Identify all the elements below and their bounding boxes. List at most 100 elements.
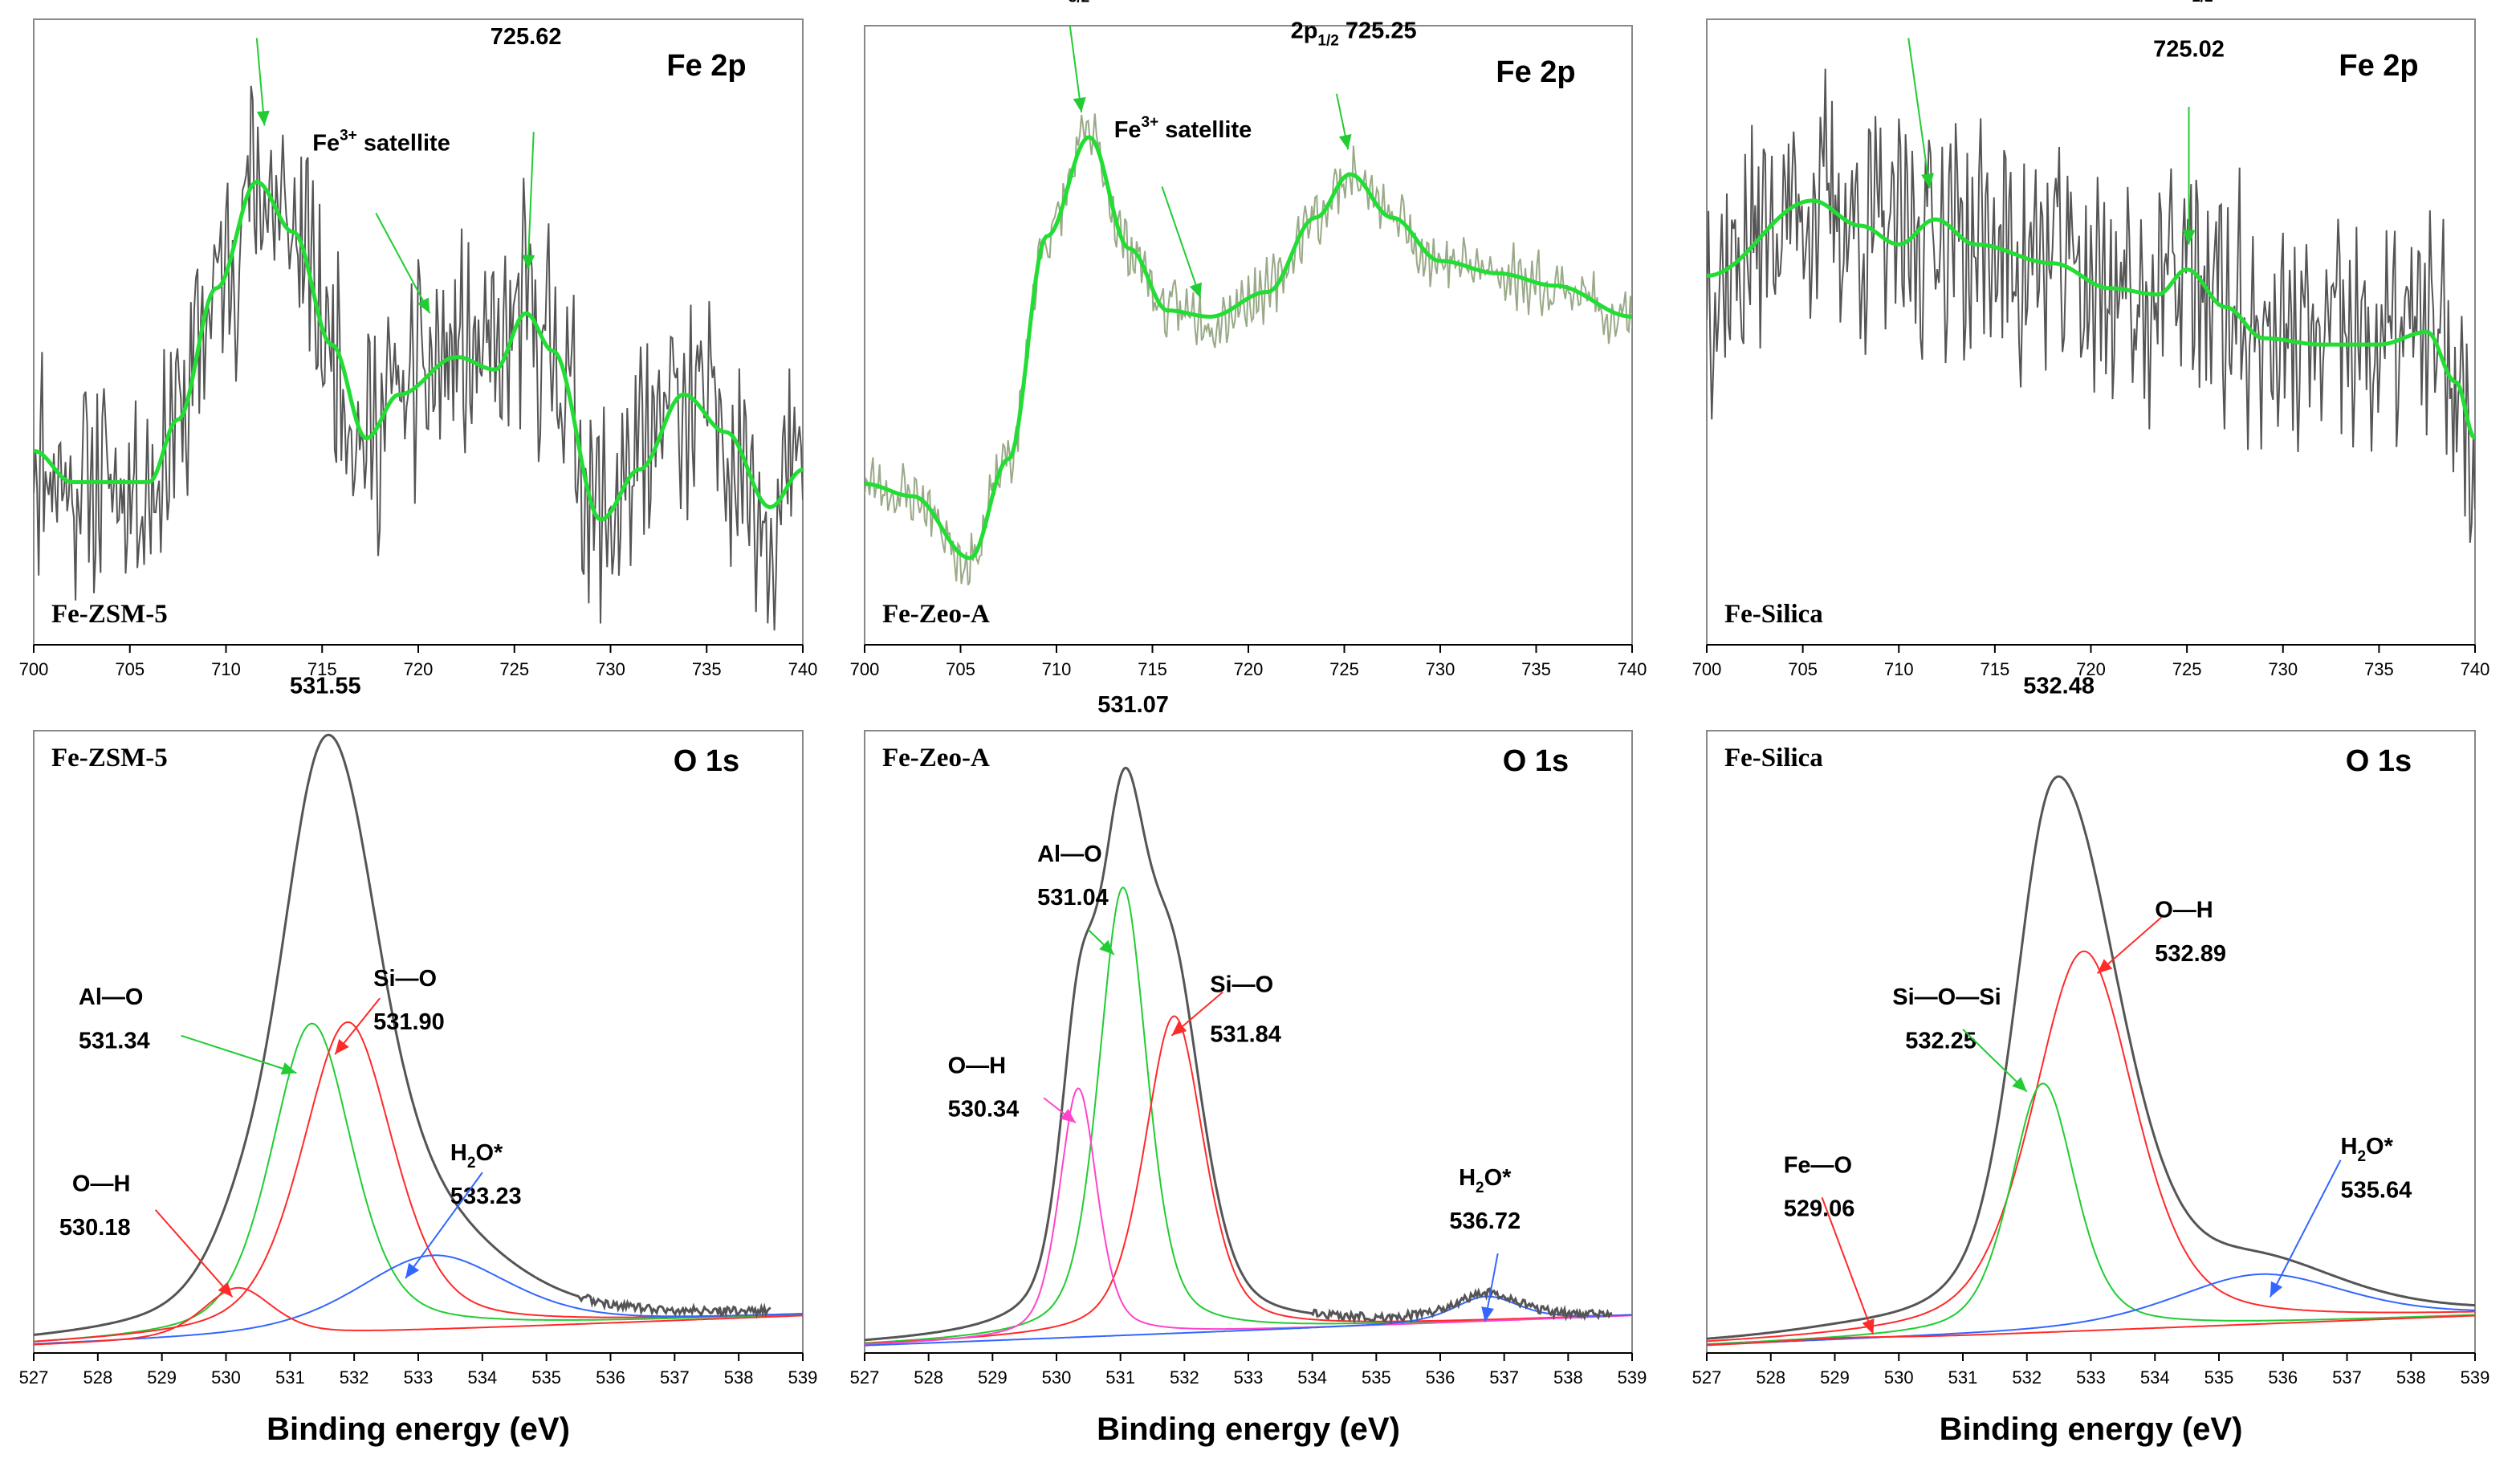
- annotation-arrow-head: [2270, 1281, 2283, 1298]
- annotation-text-part: Fe: [1114, 117, 1142, 143]
- peak-annotation: 531.07: [1097, 692, 1169, 718]
- plot-frame: [33, 18, 804, 646]
- smoothed-fit-line: [1707, 198, 2475, 440]
- raw-spectrum-line: [1707, 68, 2475, 543]
- annotation-arrow-head: [1189, 282, 1202, 299]
- peak-annotation: 531.04: [1037, 885, 1109, 911]
- chart-panel: 527 528 529 530 531 532 533 534 535 536 537 538 539 F…: [850, 692, 1647, 1447]
- component-peak-line: [34, 1254, 803, 1345]
- x-tick-label: 536: [1426, 1367, 1455, 1388]
- x-tick-label: 705: [115, 659, 145, 679]
- annotation-text-part: H: [450, 1140, 467, 1166]
- component-peak-line: [865, 1087, 1632, 1346]
- annotation-text-part: 535.64: [2341, 1177, 2412, 1203]
- annotation-arrow-head: [1060, 1108, 1076, 1123]
- annotation-text-part: 530.18: [59, 1215, 131, 1241]
- x-tick-label: 532: [340, 1367, 369, 1388]
- x-tick-label: 536: [2268, 1367, 2298, 1388]
- sample-label: Fe-Zeo-A: [882, 744, 990, 772]
- x-tick-label: 720: [1234, 659, 1264, 679]
- annotation-text-part: 536.72: [1449, 1208, 1521, 1234]
- x-tick-label: 539: [788, 1367, 818, 1388]
- x-tick-label: 528: [83, 1367, 112, 1388]
- annotation-text-part: 531.55: [290, 674, 361, 699]
- chart-panel: 700 705 710 715 720 725 730 735 740 Fe-Zeo-A Fe 2p…: [850, 0, 1647, 679]
- annotation-text-part: 531.07: [1097, 692, 1169, 718]
- x-tick-label: 533: [404, 1367, 434, 1388]
- annotation-arrow-line: [2269, 1159, 2342, 1298]
- annotation-arrow-head: [1862, 1318, 1875, 1335]
- panel-title: O 1s: [1503, 744, 1569, 778]
- annotation-text-part: Fe: [312, 131, 340, 157]
- peak-annotation: 531.34: [79, 1028, 150, 1053]
- x-tick-label: 710: [211, 659, 241, 679]
- x-tick-label: 735: [692, 659, 722, 679]
- annotation-text-part: O—H: [72, 1172, 130, 1197]
- component-peak-line: [1707, 1082, 2475, 1345]
- plot-area: [1707, 775, 2475, 1347]
- annotation-text-part: O—H: [2155, 898, 2213, 923]
- x-tick-label: 715: [1138, 659, 1167, 679]
- annotation-arrow-line: [1821, 1196, 1875, 1335]
- plot-frame: [33, 730, 804, 1354]
- peak-annotation: 532.25: [1905, 1028, 1977, 1053]
- x-tick-label: 536: [596, 1367, 625, 1388]
- annotation-text-part: 3/2: [1069, 0, 1089, 6]
- annotation-arrow-head: [1921, 173, 1934, 189]
- plot-frame: [864, 25, 1633, 646]
- x-tick-label: 700: [850, 659, 880, 679]
- x-tick-label: 538: [1553, 1367, 1583, 1388]
- annotation-arrow-head: [256, 110, 270, 126]
- annotation-text-part: 725.62: [491, 24, 562, 50]
- x-tick-label: 725: [499, 659, 529, 679]
- annotation-arrow-head: [405, 1262, 420, 1278]
- peak-annotation: 725.62: [491, 24, 562, 50]
- peak-annotation: 535.64: [2341, 1177, 2412, 1203]
- plot-frame: [864, 730, 1633, 1354]
- annotation-arrow-line: [527, 132, 535, 270]
- x-tick-label: 705: [946, 659, 975, 679]
- peak-annotation: Fe3+ satellite: [312, 128, 450, 157]
- panel-title: Fe 2p: [1496, 55, 1575, 89]
- raw-spectrum-line: [865, 113, 1632, 586]
- component-peak-line: [34, 1022, 803, 1343]
- peak-annotation: 2p1/2: [2164, 0, 2213, 6]
- x-tick-label: 528: [914, 1367, 943, 1388]
- peak-annotation: Si—O—Si: [1892, 984, 2001, 1010]
- peak-annotation: 531.90: [373, 1009, 445, 1035]
- peak-annotation: Fe3+ satellite: [1114, 114, 1252, 143]
- annotation-text-part: O*: [475, 1140, 503, 1166]
- x-tick-label: 537: [2332, 1367, 2362, 1388]
- x-tick-label: 527: [19, 1367, 49, 1388]
- x-tick-label: 533: [1234, 1367, 1264, 1388]
- annotation-text-part: satellite: [357, 131, 450, 157]
- smoothed-fit-line: [34, 179, 803, 522]
- x-tick-label: 700: [1692, 659, 1722, 679]
- peak-annotation: 533.23: [450, 1184, 522, 1209]
- envelope-line: [1707, 775, 2475, 1340]
- x-tick-label: 539: [1618, 1367, 1647, 1388]
- annotation-text-part: 1/2: [2192, 0, 2213, 6]
- x-tick-label: 534: [467, 1367, 497, 1388]
- annotation-text-part: O*: [2366, 1134, 2394, 1159]
- annotation-text-part: 531.84: [1210, 1022, 1281, 1048]
- panel-title: Fe 2p: [2339, 49, 2418, 83]
- annotation-text-part: 531.34: [79, 1028, 150, 1053]
- component-peak-line: [1707, 1314, 2475, 1347]
- component-peak-line: [1707, 1273, 2475, 1346]
- peak-annotation: O—H: [948, 1053, 1007, 1078]
- annotation-arrow-head: [417, 297, 430, 314]
- annotation-text-part: 2p: [1291, 18, 1318, 43]
- panel-title: Fe 2p: [666, 49, 746, 83]
- annotation-text-part: 2: [2357, 1148, 2366, 1165]
- x-tick-label: 534: [2140, 1367, 2170, 1388]
- annotation-text-part: Si—O—Si: [1892, 984, 2001, 1010]
- x-tick-label: 532: [2012, 1367, 2042, 1388]
- peak-annotation: O—H: [2155, 898, 2213, 923]
- x-axis-label: Binding energy (eV): [1940, 1412, 2243, 1447]
- annotation-arrow-line: [405, 1172, 483, 1279]
- sample-label: Fe-Zeo-A: [882, 600, 990, 629]
- annotation-text-part: 530.34: [948, 1097, 1020, 1123]
- annotation-arrow-head: [2097, 959, 2113, 974]
